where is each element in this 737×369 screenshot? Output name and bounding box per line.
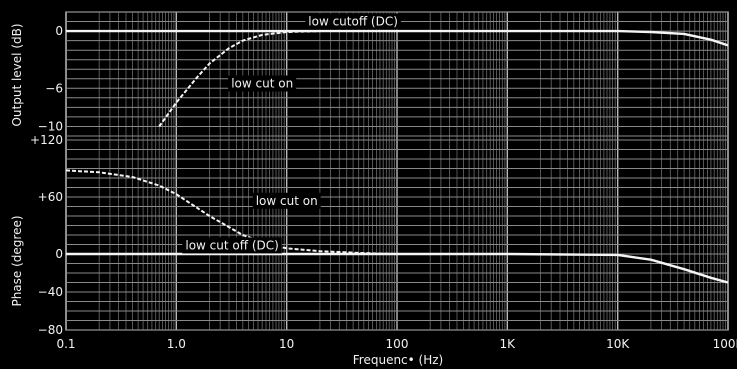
series-line-phase-low-cut-off: [66, 252, 729, 284]
y-tick-label-phase: −40: [38, 285, 63, 299]
x-tick-label: 0.1: [56, 337, 75, 351]
annotation-background: [252, 192, 321, 209]
series-line-level-low-cut-on: [158, 30, 320, 128]
y-tick-label-phase: 0: [55, 247, 63, 261]
phase-axis-label: Phase (degree): [10, 215, 24, 306]
annotation-background: [305, 13, 401, 30]
annotation-background: [182, 237, 282, 254]
series-line-level-low-cut-off: [66, 29, 729, 47]
x-tick-label: 100: [386, 337, 409, 351]
annotation-label: low cut on: [231, 77, 293, 91]
y-tick-label-level: 0: [55, 24, 63, 38]
y-tick-label-phase: +120: [30, 133, 63, 147]
curves: [65, 29, 729, 284]
tick-labels: 0.1 1.0 10 100 1K 10K 100K 0 −6 −10+120 +60 0 −40 −80: [30, 24, 737, 351]
annotations: low cutoff (DC) low cut on low cut on low c…: [182, 13, 401, 254]
y-tick-label-level: −6: [45, 81, 63, 95]
x-tick-label: 1K: [500, 337, 517, 351]
x-tick-label: 1.0: [167, 337, 186, 351]
annotation-label: low cutoff (DC): [308, 15, 398, 29]
y-tick-label-phase: −80: [38, 323, 63, 337]
annotation-label: low cut off (DC): [185, 238, 278, 252]
annotation-background: [228, 75, 297, 92]
y-tick-label-phase: +60: [38, 190, 63, 204]
y-tick-label-level: −10: [38, 120, 63, 134]
series-line-phase-low-cut-on: [65, 169, 398, 255]
annotation-label: low cut on: [256, 194, 318, 208]
x-tick-label: 10K: [606, 337, 630, 351]
x-tick-label: 100K: [713, 337, 737, 351]
x-tick-label: 10: [279, 337, 294, 351]
grid: [65, 11, 729, 331]
x-axis-label: Frequenc• (Hz): [353, 353, 443, 367]
level-axis-label: Output level (dB): [10, 23, 24, 126]
